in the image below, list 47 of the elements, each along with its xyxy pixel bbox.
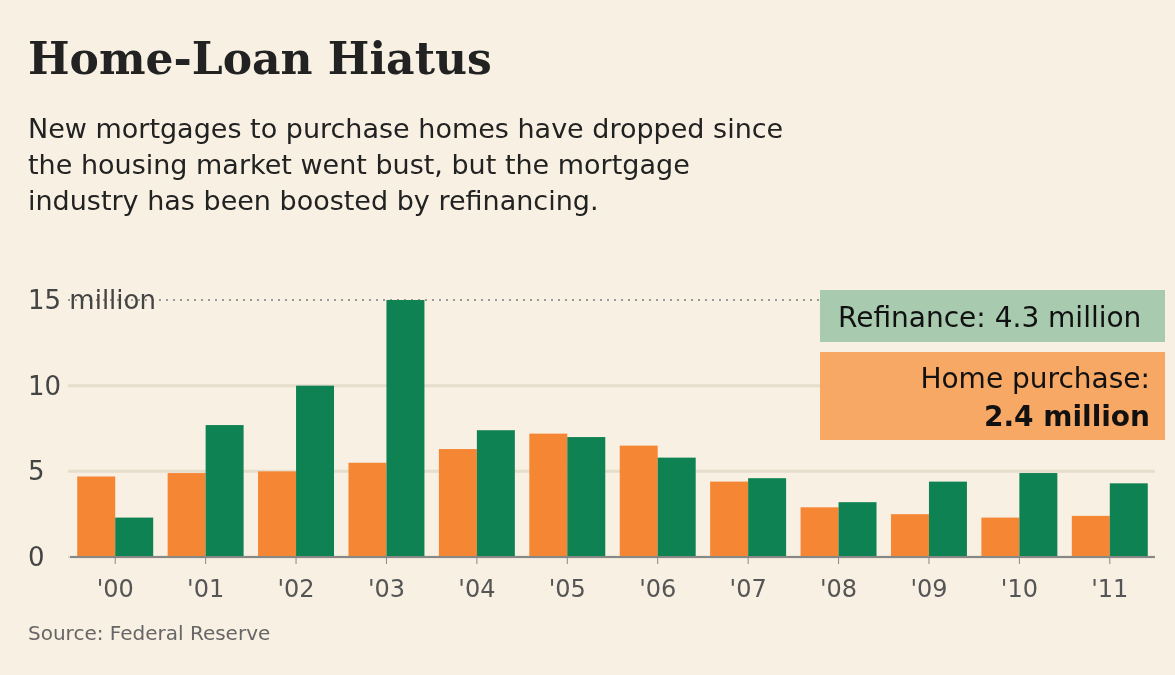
bar (890, 514, 929, 557)
bar (710, 481, 749, 557)
x-tick-label: '08 (819, 575, 858, 603)
annotation: Home purchase: 2.4 million (920, 362, 1150, 433)
bar (529, 433, 568, 557)
bar (838, 502, 877, 557)
bar (476, 430, 515, 557)
bar (77, 476, 116, 557)
bar (386, 300, 425, 557)
bar (981, 517, 1020, 557)
y-tick-label: 10 (28, 370, 62, 401)
y-tick-label: 0 (28, 542, 45, 572)
x-tick-label: '00 (96, 575, 134, 603)
x-tick-label: '05 (548, 575, 586, 603)
x-tick-label: '02 (277, 575, 315, 603)
bar (348, 462, 387, 557)
label-box: Refinance: 4.3 million (820, 290, 1165, 342)
bar (567, 437, 606, 557)
bar (167, 473, 206, 557)
label-box: Home purchase: 2.4 million (820, 352, 1165, 440)
bar (115, 517, 154, 557)
bar (748, 478, 787, 557)
x-tick-label: '04 (458, 575, 496, 603)
annotation: Refinance: 4.3 million (838, 301, 1142, 334)
bar (205, 425, 244, 557)
bar (1109, 483, 1148, 557)
x-tick-label: '10 (1000, 575, 1038, 603)
chart-subtitle: New mortgages to purchase homes have dropped since the housing market went bust, but the mortgage industry has been boosted by refinancing. (28, 113, 784, 216)
x-tick-label: '11 (1091, 575, 1129, 603)
bar (1019, 473, 1058, 557)
x-tick-label: '09 (910, 575, 948, 603)
y-tick-label: 5 (28, 456, 45, 487)
y-tick-label: 15 million (28, 285, 156, 315)
x-tick-label: '06 (639, 575, 677, 603)
bar (1071, 515, 1110, 557)
bar (296, 385, 335, 557)
bar (258, 471, 297, 557)
x-tick-label: '07 (729, 575, 767, 603)
x-tick-label: '03 (367, 575, 406, 603)
bar (438, 449, 477, 557)
bar (800, 507, 839, 557)
bar (657, 457, 696, 557)
x-tick-label: '01 (187, 575, 225, 603)
bar (619, 445, 658, 557)
chart-title: Home-Loan Hiatus (28, 33, 492, 84)
source-note: Source: Federal Reserve (28, 621, 271, 645)
bar (928, 481, 967, 557)
